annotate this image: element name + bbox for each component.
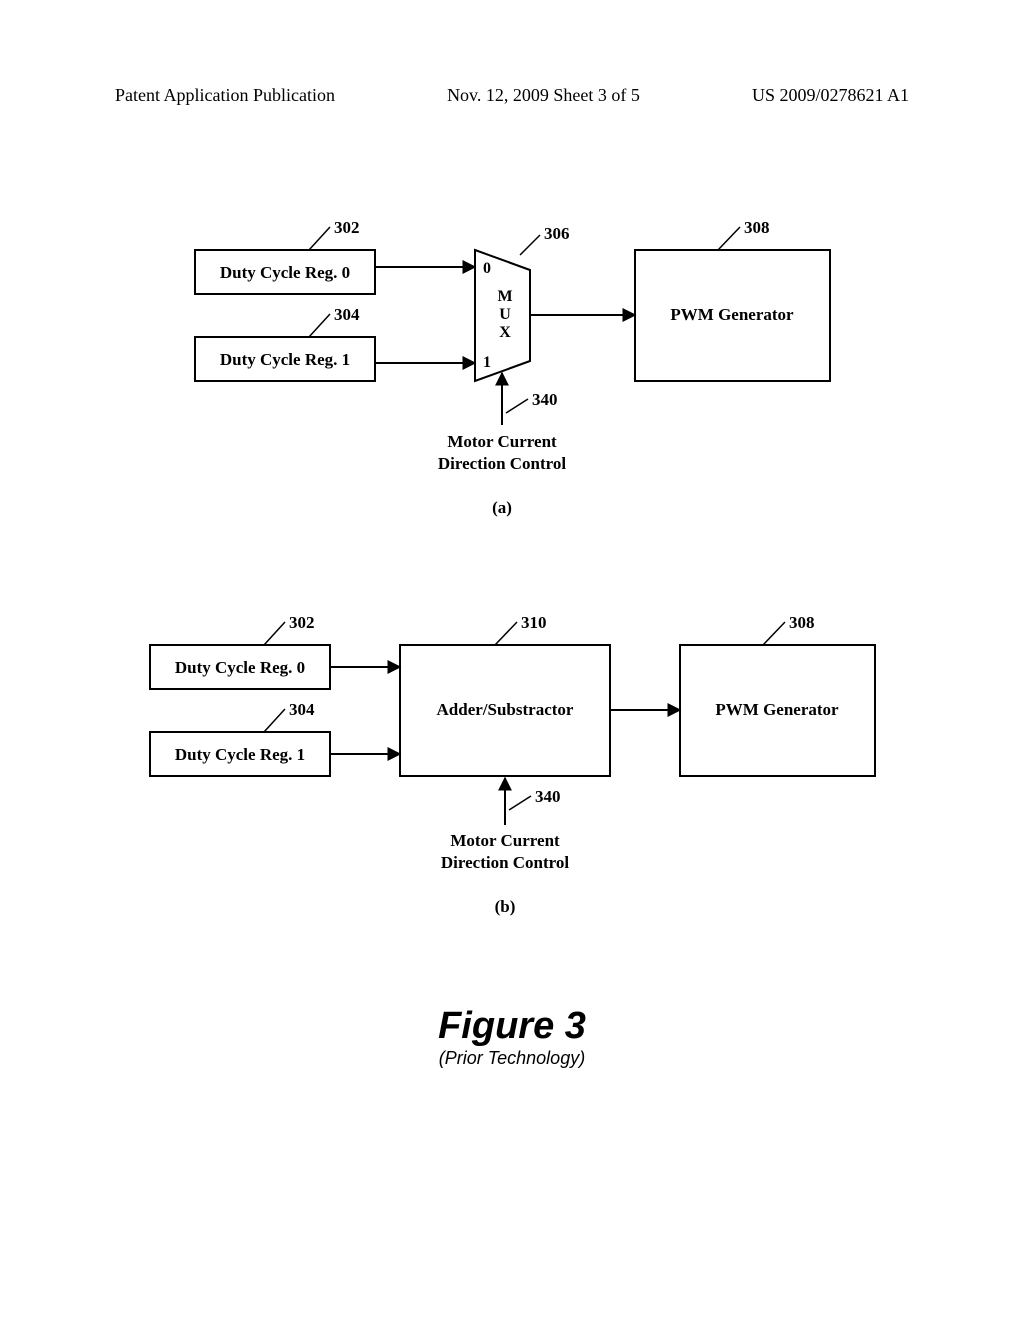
header-center: Nov. 12, 2009 Sheet 3 of 5 bbox=[447, 85, 640, 106]
ref-308-b: 308 bbox=[789, 613, 815, 632]
header-right: US 2009/0278621 A1 bbox=[752, 85, 909, 106]
block-reg0-label: Duty Cycle Reg. 0 bbox=[220, 263, 350, 282]
block-pwm-a-label: PWM Generator bbox=[670, 305, 794, 324]
ref-302-a: 302 bbox=[334, 218, 360, 237]
mux-label-x: X bbox=[499, 324, 511, 341]
ref-340-b: 340 bbox=[535, 787, 561, 806]
block-reg0-b-label: Duty Cycle Reg. 0 bbox=[175, 658, 305, 677]
block-adder-label: Adder/Substractor bbox=[437, 700, 574, 719]
diagram-a-sublabel: (a) bbox=[492, 498, 512, 517]
ref-340-a: 340 bbox=[532, 390, 558, 409]
diagram-a: Duty Cycle Reg. 0 302 Duty Cycle Reg. 1 … bbox=[0, 215, 1024, 525]
mux-in1: 1 bbox=[483, 354, 491, 371]
diagram-b: Duty Cycle Reg. 0 302 Duty Cycle Reg. 1 … bbox=[0, 610, 1024, 920]
figure-label: Figure 3 (Prior Technology) bbox=[0, 1005, 1024, 1069]
ref-306: 306 bbox=[544, 224, 570, 243]
ref-310: 310 bbox=[521, 613, 547, 632]
figure-subtitle: (Prior Technology) bbox=[0, 1048, 1024, 1069]
diagram-b-sublabel: (b) bbox=[495, 897, 516, 916]
block-pwm-b-label: PWM Generator bbox=[715, 700, 839, 719]
ref-302-b: 302 bbox=[289, 613, 315, 632]
mux-in0: 0 bbox=[483, 260, 491, 277]
ref-304-b: 304 bbox=[289, 700, 315, 719]
ref-304-a: 304 bbox=[334, 305, 360, 324]
ref-308-a: 308 bbox=[744, 218, 770, 237]
header-left: Patent Application Publication bbox=[115, 85, 335, 106]
control-label2-a: Direction Control bbox=[438, 454, 567, 473]
figure-title: Figure 3 bbox=[0, 1005, 1024, 1048]
mux-label-u: U bbox=[499, 306, 511, 323]
page-header: Patent Application Publication Nov. 12, … bbox=[115, 85, 909, 106]
mux-label-m: M bbox=[497, 288, 512, 305]
control-label1-b: Motor Current bbox=[450, 831, 560, 850]
control-label1-a: Motor Current bbox=[447, 432, 557, 451]
block-reg1-label: Duty Cycle Reg. 1 bbox=[220, 350, 350, 369]
control-label2-b: Direction Control bbox=[441, 853, 570, 872]
block-reg1-b-label: Duty Cycle Reg. 1 bbox=[175, 745, 305, 764]
